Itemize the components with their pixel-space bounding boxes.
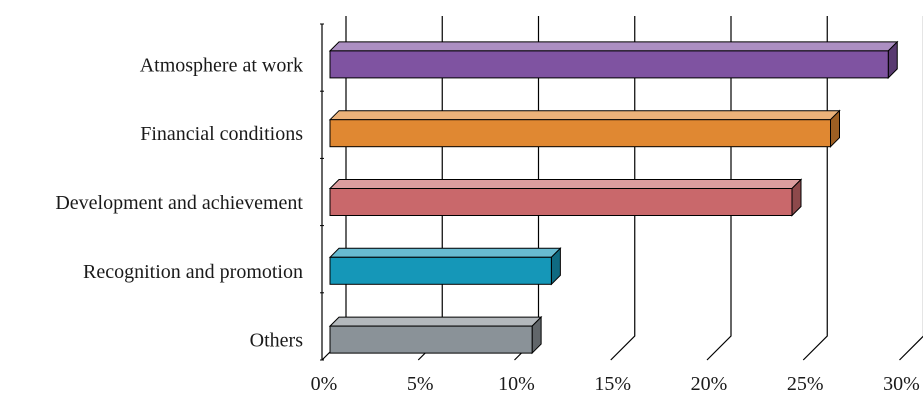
x-tick-label: 20% <box>691 373 728 395</box>
x-tick-label: 0% <box>311 373 338 395</box>
bars <box>328 40 899 355</box>
category-labels: Atmosphere at work Financial conditions De… <box>55 54 303 351</box>
bar <box>328 315 543 355</box>
bar <box>328 109 841 148</box>
x-tick-label: 25% <box>787 373 824 395</box>
category-label: Recognition and promotion <box>83 261 303 283</box>
bar <box>328 178 803 217</box>
category-label: Others <box>250 330 304 352</box>
x-tick-label: 5% <box>407 373 434 395</box>
tick-labels: 0% 5% 10% 15% 20% 25% 30% <box>311 373 920 395</box>
category-label: Financial conditions <box>140 123 303 145</box>
x-tick-label: 30% <box>883 373 920 395</box>
category-label: Atmosphere at work <box>140 54 303 76</box>
category-label: Development and achievement <box>55 192 303 214</box>
gridline <box>899 16 923 361</box>
bar <box>328 40 899 80</box>
bar <box>328 247 562 286</box>
x-tick-label: 15% <box>594 373 631 395</box>
axes <box>320 23 324 361</box>
x-tick-label: 10% <box>498 373 535 395</box>
